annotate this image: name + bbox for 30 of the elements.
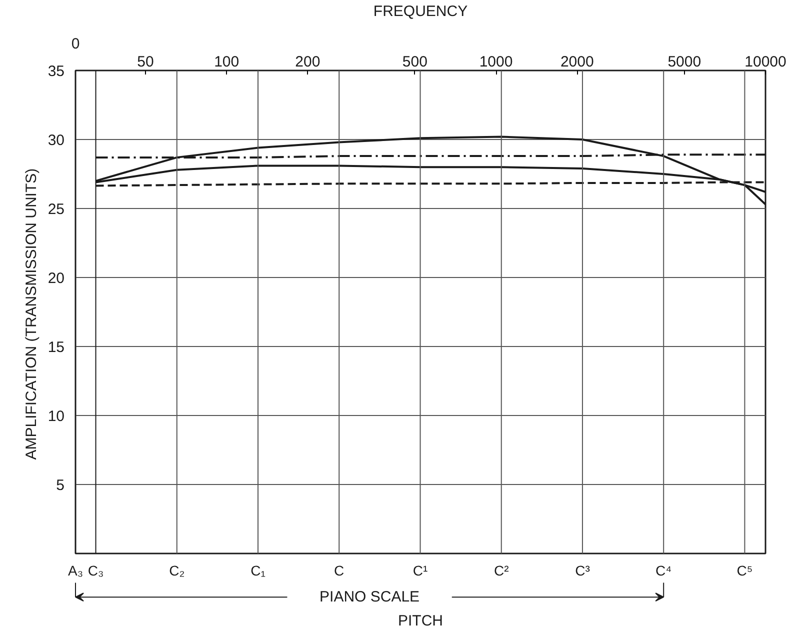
text: PIANO SCALE (320, 588, 420, 606)
x-tick-label: 1000 (479, 54, 513, 70)
x-tick-label: 100 (214, 54, 240, 70)
x-axis-title: FREQUENCY (373, 3, 468, 20)
ref-line-label: C¹ (412, 562, 428, 579)
y-tick-label: 10 (48, 408, 65, 425)
ref-line-label: C⁵ (736, 562, 753, 579)
ref-line-label: C₃ (88, 562, 104, 579)
ref-line-label: A₃ (68, 562, 84, 579)
ref-line-label: C⁴ (656, 562, 672, 579)
y-tick-label: 15 (48, 339, 65, 356)
text: PITCH (398, 612, 443, 630)
y-tick-label: 35 (48, 63, 65, 80)
ref-line-label: C (334, 562, 344, 579)
ref-line-label: C² (494, 562, 510, 579)
x-tick-label: 50 (137, 54, 154, 70)
x-tick-label: 2000 (560, 54, 594, 70)
ref-line-label: C³ (575, 562, 590, 579)
text: 0 (71, 35, 80, 52)
ref-line-label: C₂ (169, 562, 185, 579)
y-axis-title: AMPLIFICATION (TRANSMISSION UNITS) (22, 168, 40, 460)
y-tick-label: 20 (48, 270, 65, 287)
x-tick-label: 5000 (668, 54, 702, 70)
x-tick-label: 200 (295, 54, 320, 70)
x-tick-label: 500 (402, 54, 428, 70)
y-tick-label: 5 (56, 477, 64, 494)
ref-line-label: C₁ (250, 562, 266, 579)
x-tick-label: 10000 (744, 54, 786, 70)
y-tick-label: 25 (48, 201, 65, 218)
y-tick-label: 30 (48, 132, 65, 149)
